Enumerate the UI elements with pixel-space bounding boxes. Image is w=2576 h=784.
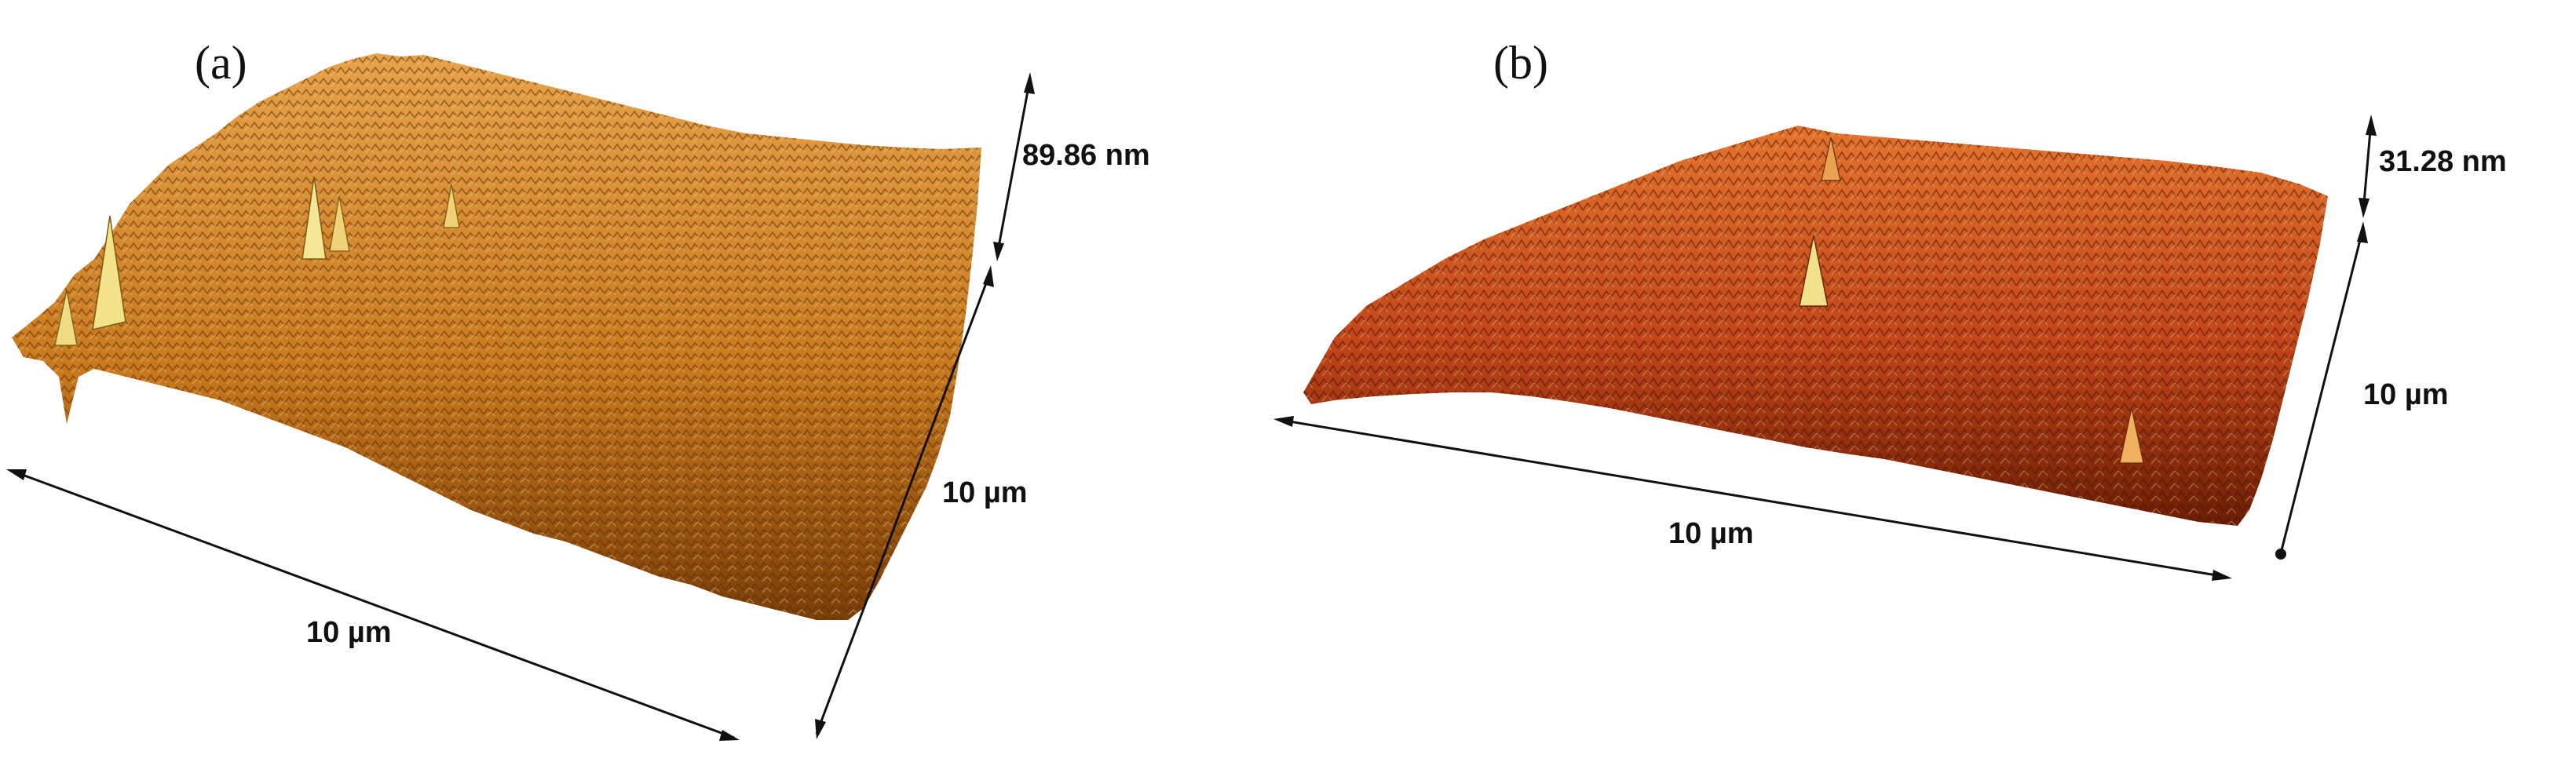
panel-b-y-axis: 10 µm (2275, 221, 2449, 560)
panel-b: (b) 31.28 nm 10 µm 10 µm (1273, 37, 2507, 581)
panel-b-height-label: 31.28 nm (2379, 145, 2507, 178)
panel-a-height-axis: 89.86 nm (993, 72, 1150, 261)
panel-a-surface-texture (12, 53, 981, 620)
panel-a-label: (a) (195, 37, 247, 89)
panel-b-x-axis: 10 µm (1273, 416, 2232, 581)
panel-b-spike (1821, 137, 1841, 181)
panel-a-spike (92, 215, 126, 330)
panel-a-spike (443, 184, 460, 228)
panel-a-height-label: 89.86 nm (1022, 139, 1150, 172)
panel-a-x-axis: 10 µm (6, 469, 740, 741)
panel-b-y-label: 10 µm (2363, 378, 2449, 411)
panel-a-spike (329, 195, 350, 252)
panel-a-y-axis: 10 µm (815, 265, 1028, 739)
panel-a-spike (54, 290, 78, 346)
panel-b-surface (1303, 126, 2328, 526)
panel-a-spike (301, 176, 327, 260)
panel-b-label: (b) (1493, 37, 1548, 89)
panel-a-y-label: 10 µm (942, 476, 1028, 509)
panel-a-x-label: 10 µm (306, 616, 392, 649)
panel-b-surface-texture (1303, 126, 2328, 526)
panel-b-spike (1799, 235, 1829, 307)
panel-b-height-axis: 31.28 nm (2359, 115, 2507, 218)
panel-a: (a) 89.86 nm 10 µm (6, 37, 1150, 741)
panel-b-spike (2119, 407, 2144, 464)
panel-a-surface (12, 53, 981, 620)
panel-b-x-label: 10 µm (1668, 517, 1754, 550)
